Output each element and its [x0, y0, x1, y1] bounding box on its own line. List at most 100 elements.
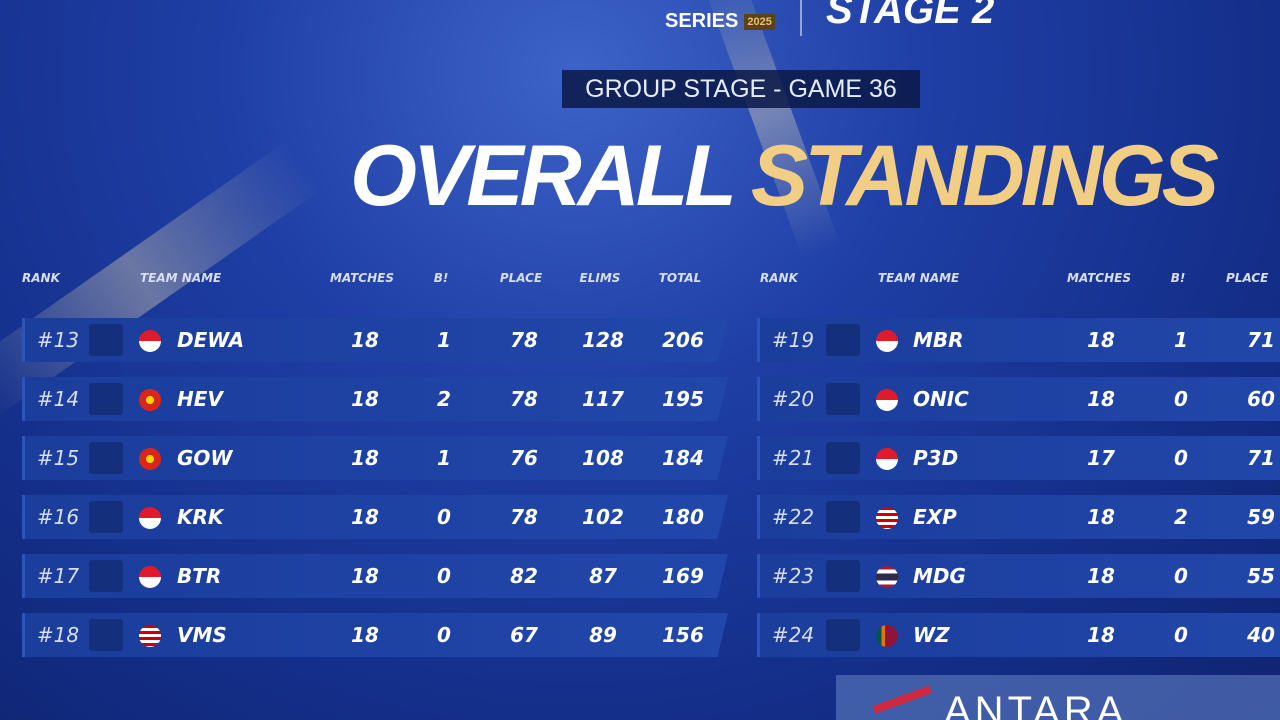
team-cell: MDG — [913, 564, 966, 588]
place-cell: 40 — [1247, 623, 1275, 647]
team-logo-icon — [89, 324, 123, 356]
standings-row: #17 BTR 18 0 82 87 169 — [22, 554, 728, 598]
team-logo-icon — [826, 324, 860, 356]
matches-cell: 18 — [351, 328, 379, 352]
team-cell: P3D — [913, 446, 959, 470]
rank-cell: #23 — [771, 564, 815, 588]
column-header-bi: B! — [1170, 271, 1186, 285]
standings-row: #18 VMS 18 0 67 89 156 — [22, 613, 728, 657]
column-header-matches: MATCHES — [1067, 271, 1131, 285]
team-logo-icon — [826, 501, 860, 533]
indonesia-flag-icon — [876, 448, 898, 470]
column-header-place: PLACE — [499, 271, 543, 285]
matches-cell: 17 — [1087, 446, 1115, 470]
matches-cell: 18 — [351, 623, 379, 647]
rank-cell: #21 — [771, 446, 815, 470]
elims-cell: 87 — [589, 564, 617, 588]
rank-cell: #24 — [771, 623, 815, 647]
place-cell: 55 — [1247, 564, 1275, 588]
standings-row: #19 MBR 18 1 71 — [757, 318, 1280, 362]
rank-cell: #16 — [36, 505, 80, 529]
team-logo-icon — [89, 501, 123, 533]
place-cell: 71 — [1247, 328, 1275, 352]
team-cell: DEWA — [177, 328, 245, 352]
bi-cell: 0 — [437, 564, 451, 588]
column-header-rank: RANK — [760, 271, 798, 285]
rank-cell: #14 — [36, 387, 80, 411]
column-header-team: TEAM NAME — [878, 271, 960, 285]
bi-cell: 1 — [1174, 328, 1188, 352]
place-cell: 67 — [510, 623, 538, 647]
page-title: OVERALL STANDINGS — [350, 126, 1230, 226]
rank-cell: #19 — [771, 328, 815, 352]
team-cell: EXP — [913, 505, 957, 529]
rank-cell: #17 — [36, 564, 80, 588]
malaysia-flag-icon — [139, 625, 161, 647]
team-cell: ONIC — [913, 387, 969, 411]
team-logo-icon — [826, 619, 860, 651]
bi-cell: 0 — [437, 505, 451, 529]
elims-cell: 117 — [582, 387, 624, 411]
team-logo-icon — [826, 560, 860, 592]
indonesia-flag-icon — [876, 389, 898, 411]
matches-cell: 18 — [351, 505, 379, 529]
vietnam-flag-icon — [139, 389, 161, 411]
bi-cell: 1 — [437, 328, 451, 352]
place-cell: 60 — [1247, 387, 1275, 411]
bi-cell: 0 — [1174, 564, 1188, 588]
elims-cell: 102 — [582, 505, 624, 529]
rank-cell: #18 — [36, 623, 80, 647]
team-logo-icon — [89, 619, 123, 651]
standings-row: #15 GOW 18 1 76 108 184 — [22, 436, 728, 480]
standings-row: #14 HEV 18 2 78 117 195 — [22, 377, 728, 421]
standings-row: #24 WZ 18 0 40 — [757, 613, 1280, 657]
title-white: OVERALL — [350, 128, 737, 224]
standings-row: #13 DEWA 18 1 78 128 206 — [22, 318, 728, 362]
malaysia-flag-icon — [876, 507, 898, 529]
place-cell: 71 — [1247, 446, 1275, 470]
column-header-rank: RANK — [22, 271, 60, 285]
vietnam-flag-icon — [139, 448, 161, 470]
rank-cell: #13 — [36, 328, 80, 352]
place-cell: 78 — [510, 505, 538, 529]
place-cell: 59 — [1247, 505, 1275, 529]
team-cell: MBR — [913, 328, 964, 352]
place-cell: 78 — [510, 328, 538, 352]
bi-cell: 2 — [1174, 505, 1188, 529]
standings-row: #21 P3D 17 0 71 — [757, 436, 1280, 480]
antara-watermark: ANTARA — [836, 675, 1280, 720]
bi-cell: 2 — [437, 387, 451, 411]
team-cell: BTR — [177, 564, 222, 588]
series-year: 2025 — [744, 13, 775, 30]
total-cell: 180 — [662, 505, 704, 529]
matches-cell: 18 — [1087, 623, 1115, 647]
column-header-bi: B! — [433, 271, 449, 285]
standings-row: #16 KRK 18 0 78 102 180 — [22, 495, 728, 539]
stage-label: STAGE 2 — [826, 0, 995, 32]
indonesia-flag-icon — [139, 330, 161, 352]
bi-cell: 0 — [1174, 446, 1188, 470]
matches-cell: 18 — [1087, 328, 1115, 352]
total-cell: 169 — [662, 564, 704, 588]
matches-cell: 18 — [351, 387, 379, 411]
matches-cell: 18 — [1087, 387, 1115, 411]
bi-cell: 0 — [1174, 387, 1188, 411]
total-cell: 195 — [662, 387, 704, 411]
matches-cell: 18 — [351, 564, 379, 588]
team-cell: GOW — [177, 446, 233, 470]
bi-cell: 1 — [437, 446, 451, 470]
title-gold: STANDINGS — [750, 128, 1219, 224]
column-header-place: PLACE — [1226, 271, 1269, 285]
total-cell: 206 — [662, 328, 704, 352]
indonesia-flag-icon — [139, 566, 161, 588]
team-logo-icon — [89, 560, 123, 592]
column-header-team: TEAM NAME — [140, 271, 222, 285]
matches-cell: 18 — [351, 446, 379, 470]
matches-cell: 18 — [1087, 505, 1115, 529]
elims-cell: 128 — [582, 328, 624, 352]
group-stage-banner: GROUP STAGE - GAME 36 — [562, 70, 920, 108]
standings-row: #23 MDG 18 0 55 — [757, 554, 1280, 598]
divider — [800, 0, 802, 36]
team-logo-icon — [826, 383, 860, 415]
team-cell: KRK — [177, 505, 224, 529]
